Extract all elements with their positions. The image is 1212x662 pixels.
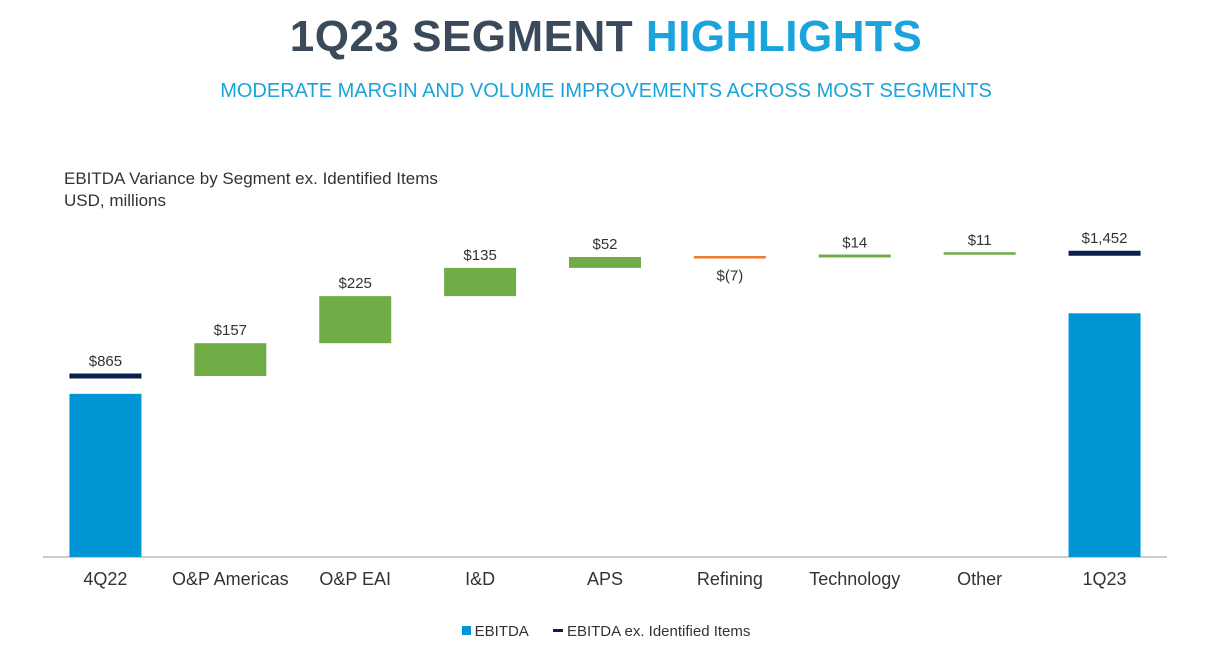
data-label-1q23: $1,452 bbox=[1082, 230, 1128, 247]
chart-title: EBITDA Variance by Segment ex. Identifie… bbox=[64, 169, 438, 188]
x-tick-label-technology: Technology bbox=[809, 569, 900, 589]
page-title: 1Q23 SEGMENT HIGHLIGHTS bbox=[0, 12, 1212, 62]
page-subtitle: MODERATE MARGIN AND VOLUME IMPROVEMENTS … bbox=[220, 80, 992, 102]
legend: EBITDA EBITDA ex. Identified Items bbox=[0, 623, 1212, 640]
bar-change-aps bbox=[569, 257, 641, 268]
data-label-o-p-americas: $157 bbox=[214, 322, 247, 339]
bar-change-o-p-americas bbox=[194, 343, 267, 377]
x-tick-label-other: Other bbox=[957, 569, 1002, 589]
x-tick-label-aps: APS bbox=[587, 569, 623, 589]
legend-swatch-ebitda-ex bbox=[552, 629, 563, 632]
x-tick-label-refining: Refining bbox=[697, 569, 763, 589]
data-label-i-d: $135 bbox=[463, 247, 496, 264]
bar-change-refining bbox=[693, 256, 766, 259]
bar-change-other bbox=[943, 252, 1016, 255]
bar-ebitda-4q22 bbox=[69, 393, 142, 557]
title-part-1: 1Q23 SEGMENT bbox=[289, 12, 634, 61]
data-label-other: $11 bbox=[968, 232, 992, 249]
bar-change-o-p-eai bbox=[319, 296, 392, 344]
legend-swatch-ebitda bbox=[461, 626, 471, 635]
legend-item-ebitda-ex: EBITDA ex. Identified Items bbox=[552, 623, 751, 640]
chart-title-block: EBITDA Variance by Segment ex. Identifie… bbox=[64, 168, 438, 212]
data-label-aps: $52 bbox=[592, 236, 617, 253]
legend-item-ebitda: EBITDA bbox=[461, 623, 529, 640]
data-label-refining: $(7) bbox=[717, 267, 744, 284]
x-tick-label-o-p-eai: O&P EAI bbox=[319, 569, 391, 589]
data-label-o-p-eai: $225 bbox=[339, 275, 372, 292]
x-tick-label-1q23: 1Q23 bbox=[1083, 569, 1127, 589]
data-label-4q22: $865 bbox=[89, 353, 122, 370]
x-tick-label-o-p-americas: O&P Americas bbox=[172, 569, 289, 589]
bar-change-i-d bbox=[444, 267, 517, 297]
bar-change-technology bbox=[818, 254, 891, 258]
bar-ebitda-1q23 bbox=[1068, 313, 1141, 557]
title-part-2: HIGHLIGHTS bbox=[645, 12, 923, 61]
legend-label-ebitda-ex: EBITDA ex. Identified Items bbox=[566, 623, 751, 640]
x-tick-label-4q22: 4Q22 bbox=[83, 569, 127, 589]
data-label-technology: $14 bbox=[842, 235, 867, 252]
x-tick-label-i-d: I&D bbox=[465, 569, 495, 589]
legend-label-ebitda: EBITDA bbox=[474, 623, 529, 640]
chart-units: USD, millions bbox=[64, 191, 167, 210]
